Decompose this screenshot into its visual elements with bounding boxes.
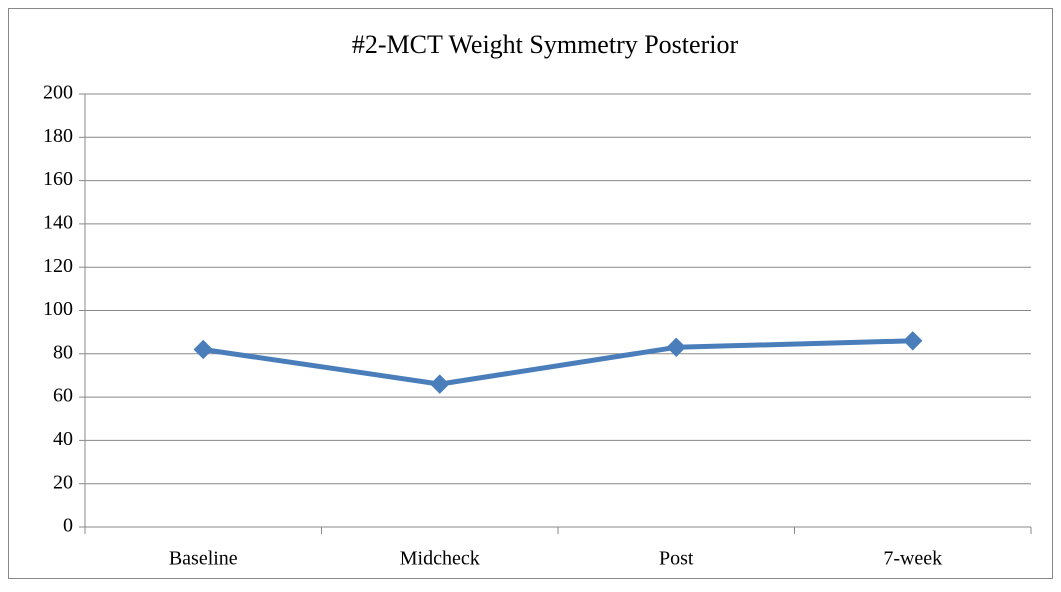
y-tick-label: 140: [43, 211, 73, 233]
x-tick-label: Baseline: [169, 548, 238, 570]
chart-title: #2-MCT Weight Symmetry Posterior: [352, 30, 739, 59]
line: [202, 338, 913, 387]
marker: [193, 339, 213, 360]
y-tick-label: 100: [43, 298, 73, 320]
y-tick-label: 20: [53, 471, 73, 493]
marker: [666, 337, 686, 358]
y-tick-label: 180: [43, 125, 73, 147]
x-tick-label: Post: [659, 548, 694, 570]
marker: [430, 374, 450, 394]
y-tick-label: 80: [53, 341, 73, 363]
y-tick-label: 40: [53, 428, 73, 450]
x-tick-label: 7-week: [883, 548, 942, 570]
x-tick-label: Midcheck: [400, 548, 480, 570]
y-tick-label: 160: [43, 168, 73, 190]
y-tick-label: 200: [43, 82, 73, 104]
y-tick-label: 0: [63, 515, 73, 537]
marker: [903, 331, 923, 351]
y-tick-label: 120: [43, 255, 73, 277]
y-tick-label: 60: [53, 385, 73, 407]
